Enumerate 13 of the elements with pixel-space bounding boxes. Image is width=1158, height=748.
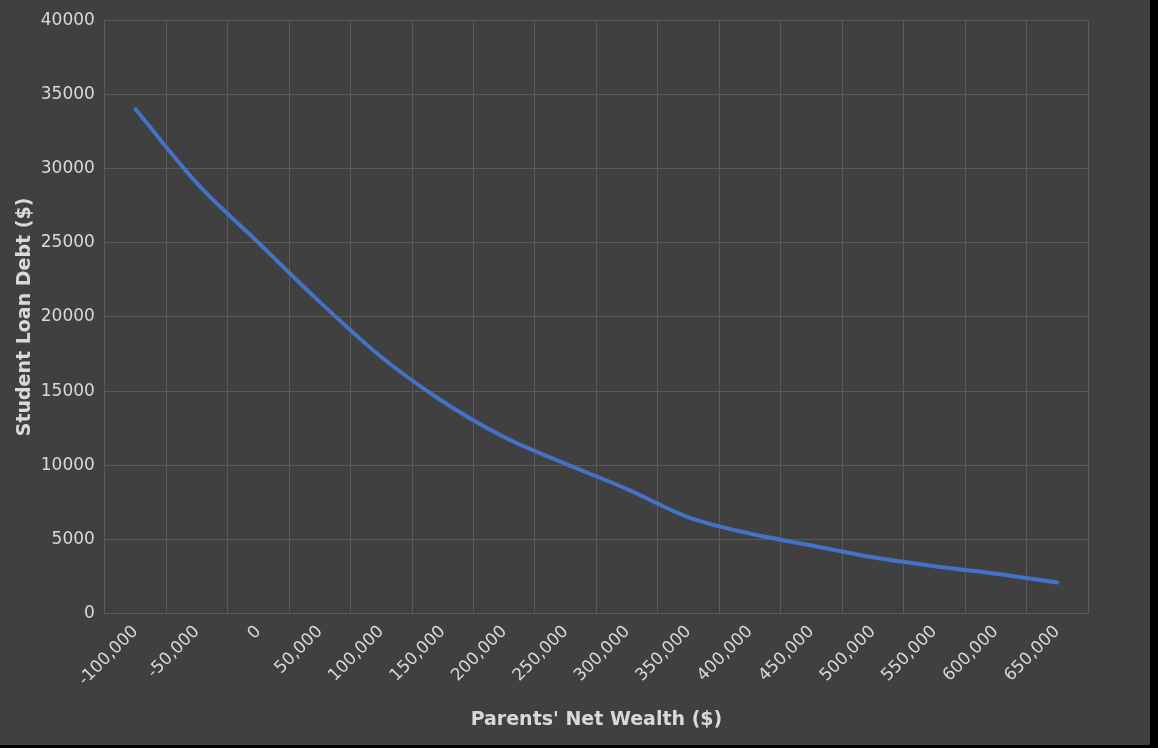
y-tick-label: 10000: [40, 453, 95, 474]
y-tick-label: 15000: [40, 379, 95, 400]
y-tick-label: 0: [84, 602, 95, 623]
y-axis-title: Student Loan Debt ($): [12, 197, 35, 437]
y-tick-label: 25000: [40, 231, 95, 252]
y-tick-label: 20000: [40, 305, 95, 326]
y-tick-label: 35000: [40, 82, 95, 103]
y-tick-label: 30000: [40, 157, 95, 177]
y-tick-label: 40000: [40, 8, 95, 29]
line-series: [133, 107, 1060, 585]
x-axis-title: Parents' Net Wealth ($): [470, 706, 723, 729]
x-tick-label: 0: [242, 620, 265, 643]
y-tick-label: 5000: [51, 527, 95, 548]
